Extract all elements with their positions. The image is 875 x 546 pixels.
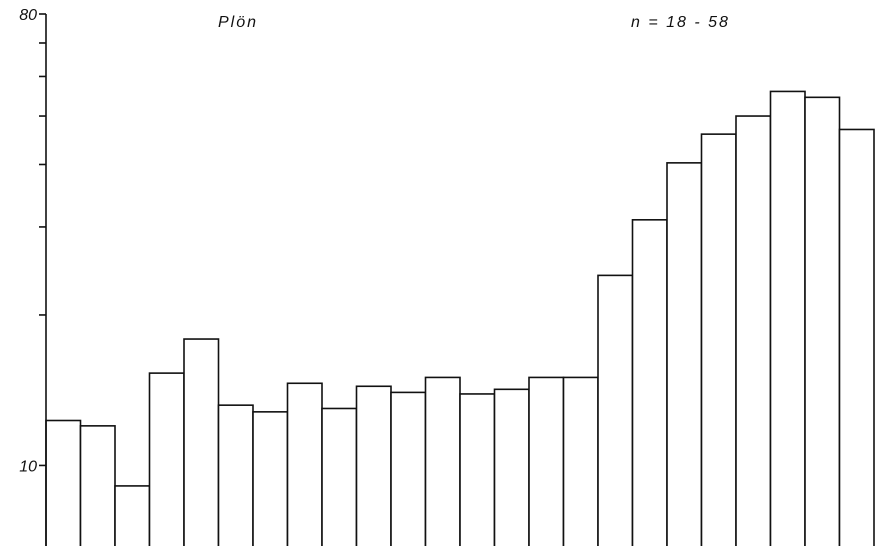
bar-17 [597, 274, 634, 546]
bar-10 [355, 385, 392, 546]
bar-21 [735, 115, 772, 546]
bar-5 [183, 338, 220, 546]
bar-20 [700, 133, 737, 546]
bar-6 [217, 404, 254, 546]
bar-23 [804, 96, 841, 546]
y-tick-label-10: 10 [19, 458, 37, 475]
sample-size-label: n = 18 - 58 [631, 14, 730, 31]
bar-19 [666, 162, 703, 546]
bar-24 [838, 128, 875, 546]
bar-2 [79, 425, 116, 546]
bar-18 [631, 219, 668, 546]
y-axis-ticks: 10 80 [19, 7, 46, 475]
bar-13 [459, 393, 496, 546]
bar-12 [424, 376, 461, 546]
bar-1 [45, 419, 82, 546]
bar-22 [769, 90, 806, 546]
y-axis: 10 80 [19, 7, 47, 546]
bar-8 [286, 382, 323, 546]
location-label: Plön [218, 14, 258, 31]
bars-group [45, 90, 875, 546]
y-tick-label-80: 80 [19, 7, 37, 24]
bar-7 [252, 411, 289, 546]
bar-11 [390, 391, 427, 546]
bar-15 [528, 376, 565, 546]
bar-4 [148, 372, 185, 546]
bar-9 [321, 407, 358, 546]
bar-3 [114, 485, 151, 546]
bar-14 [493, 388, 530, 546]
bar-16 [562, 376, 599, 546]
